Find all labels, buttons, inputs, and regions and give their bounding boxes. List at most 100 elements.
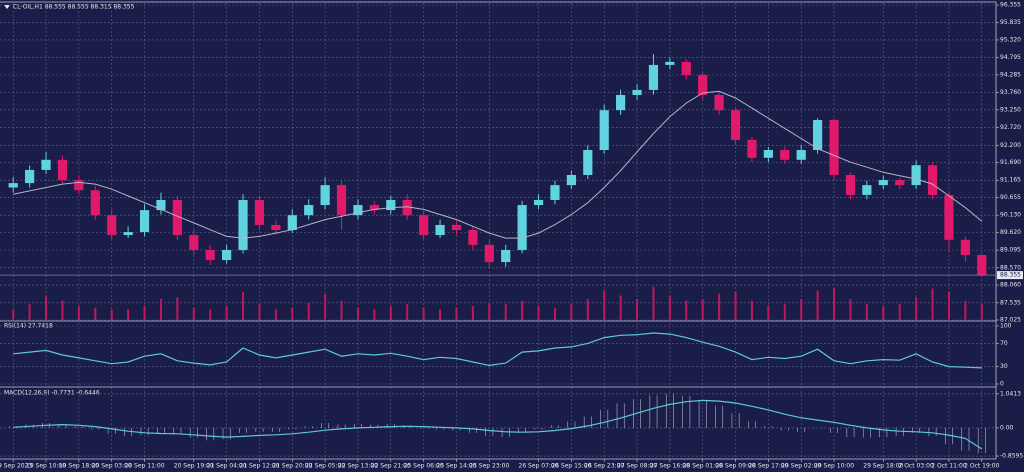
volume-bar	[947, 292, 950, 320]
volume-bar	[356, 307, 359, 320]
volume-bar	[849, 299, 852, 320]
y-tick-label: 89.620	[1000, 229, 1021, 236]
volume-bar	[143, 306, 146, 320]
candle-body	[320, 185, 330, 206]
menu-arrow[interactable]	[4, 5, 10, 9]
candle-body	[222, 249, 232, 261]
y-tick-label: 100	[1000, 323, 1012, 330]
candle-body	[780, 150, 790, 160]
volume-bar	[734, 292, 737, 320]
x-tick-label: 20 Sep 11:00	[125, 463, 165, 470]
volume-bar	[570, 304, 573, 320]
y-tick-label: 93.760	[1000, 89, 1021, 96]
y-tick-label: 90.130	[1000, 212, 1021, 219]
candle-body	[927, 165, 938, 195]
x-tick-label: 26 Sep 07:00	[519, 463, 559, 470]
x-tick-label: 19 Sep 18:00	[59, 463, 99, 470]
candle-body	[681, 61, 691, 76]
volume-bar	[636, 299, 639, 320]
x-tick-label: 28 Sep 01:00	[683, 463, 723, 470]
candle-body	[813, 119, 823, 151]
volume-bar	[471, 306, 474, 320]
price-header: CL-OIL,H1 88.555 88.555 88.315 88.355	[13, 4, 135, 11]
x-tick-label: 21 Sep 04:00	[207, 463, 247, 470]
y-tick-label: 94.285	[1000, 71, 1021, 78]
x-tick-label: 20 Sep 19:00	[174, 463, 214, 470]
candle-body	[353, 205, 363, 216]
x-tick-label: 29 Sep 02:00	[781, 463, 821, 470]
x-tick-label: 25 Sep 06:00	[404, 463, 444, 470]
y-tick-label: 96.355	[1000, 2, 1021, 9]
x-tick-label: 22 Sep 05:00	[305, 463, 345, 470]
candle-body	[796, 150, 806, 160]
candle-body	[583, 150, 593, 175]
y-tick-label: 94.795	[1000, 54, 1021, 61]
volume-bar	[225, 306, 228, 320]
candle-body	[599, 110, 609, 151]
volume-bar	[274, 309, 277, 320]
volume-bar	[455, 307, 458, 320]
candle-body	[517, 205, 527, 250]
volume-bar	[882, 306, 885, 320]
y-tick-label: 87.025	[1000, 317, 1021, 324]
candle-body	[533, 199, 544, 206]
y-tick-label: 0	[1000, 381, 1004, 388]
volume-bar	[110, 309, 113, 320]
candle-body	[845, 174, 856, 195]
y-tick-label: 87.535	[1000, 299, 1021, 306]
x-tick-label: 26 Sep 15:00	[551, 463, 591, 470]
volume-bar	[783, 304, 786, 320]
y-tick-label: 95.320	[1000, 36, 1021, 43]
candle-body	[271, 224, 281, 231]
x-tick-label: 2 Oct 03:00	[898, 463, 933, 470]
candle-body	[468, 230, 478, 245]
candle-body	[8, 183, 18, 188]
x-tick-label: 2 Oct 19:00	[964, 463, 999, 470]
x-tick-label: 29 Sep 10:00	[814, 463, 854, 470]
volume-bar	[12, 309, 15, 320]
volume-bar	[209, 309, 212, 320]
volume-bar	[159, 299, 162, 320]
volume-bar	[816, 290, 819, 320]
volume-bar	[685, 300, 688, 320]
candle-body	[402, 199, 412, 216]
candle-body	[369, 205, 379, 211]
macd-signal-line	[13, 399, 983, 450]
candle-body	[763, 150, 773, 158]
volume-bar	[964, 300, 967, 320]
volume-bar	[389, 306, 392, 320]
x-tick-label: 22 Sep 13:00	[338, 463, 378, 470]
macd-header: MACD(12,26,9) -0.7731 -0.6446	[4, 390, 100, 397]
volume-bar	[373, 309, 376, 320]
candle-body	[123, 232, 133, 236]
volume-bar	[439, 309, 442, 320]
candle-body	[714, 94, 724, 111]
x-tick-label: 19 Sep 2023	[0, 463, 32, 470]
y-tick-label: 91.690	[1000, 159, 1021, 166]
volume-bar	[307, 302, 310, 320]
candle-body	[172, 199, 182, 236]
candle-body	[665, 61, 675, 65]
x-tick-label: 28 Sep 09:00	[716, 463, 756, 470]
volume-bar	[504, 304, 507, 320]
candle-body	[139, 210, 150, 233]
moving-average	[13, 90, 983, 239]
candle-body	[566, 174, 576, 186]
y-tick-label: 88.060	[1000, 282, 1021, 289]
volume-bar	[718, 293, 721, 320]
volume-bar	[340, 300, 343, 320]
volume-bar	[61, 300, 64, 320]
volume-bar	[242, 292, 245, 320]
volume-bar	[537, 306, 540, 320]
candle-body	[107, 215, 117, 236]
candle-body	[287, 215, 297, 231]
candle-body	[977, 255, 987, 276]
y-tick-label: 95.835	[1000, 19, 1021, 26]
y-tick-label: 92.720	[1000, 124, 1021, 131]
volume-bar	[521, 300, 524, 320]
candle-body	[648, 64, 659, 90]
candle-body	[698, 75, 708, 95]
candle-body	[911, 165, 921, 186]
volume-bar	[652, 286, 655, 320]
